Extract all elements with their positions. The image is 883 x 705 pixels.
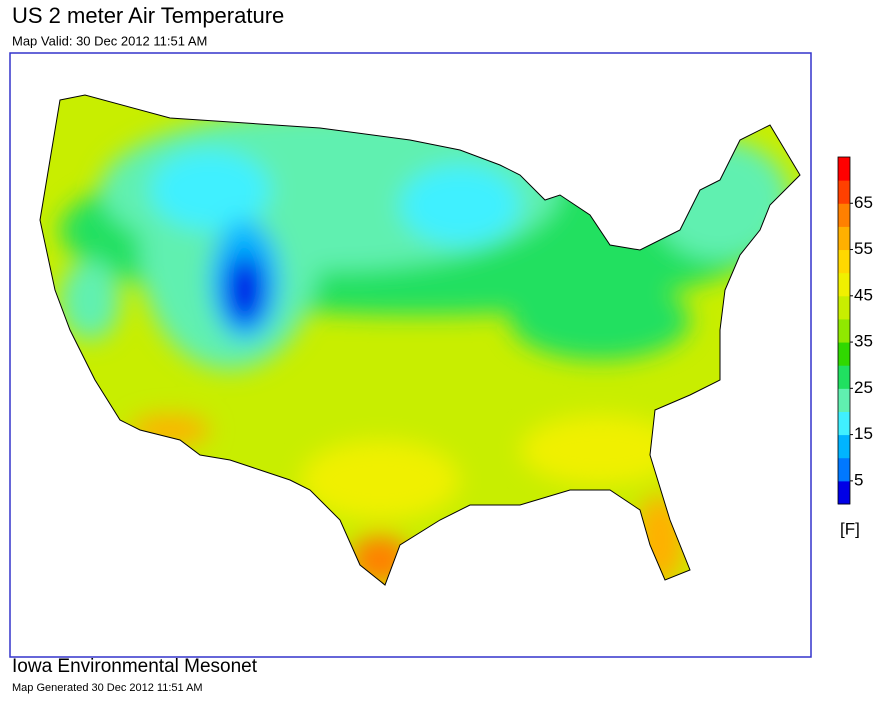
- footer-title: Iowa Environmental Mesonet: [12, 656, 258, 677]
- colorbar-unit: [F]: [840, 519, 860, 538]
- colorbar: 5 15 25 35 45 55 65: [837, 156, 873, 505]
- colorbar-swatch: [838, 295, 850, 320]
- colorbar-tick-label: 65: [854, 193, 873, 212]
- colorbar-swatch: [838, 411, 850, 436]
- colorbar-swatch: [838, 457, 850, 482]
- colorbar-swatch: [838, 318, 850, 343]
- colorbar-swatch: [838, 249, 850, 274]
- colorbar-swatch: [838, 388, 850, 412]
- colorbar-tick-label: 35: [854, 332, 873, 351]
- colorbar-swatch: [838, 157, 850, 181]
- colorbar-swatch: [838, 226, 850, 251]
- title: US 2 meter Air Temperature: [12, 3, 284, 28]
- footer-subtitle: Map Generated 30 Dec 2012 11:51 AM: [12, 682, 203, 694]
- temperature-field: [40, 95, 800, 585]
- colorbar-tick-label: 5: [854, 470, 863, 489]
- colorbar-swatch: [838, 203, 850, 227]
- map-frame: [9, 52, 812, 658]
- subtitle: Map Valid: 30 Dec 2012 11:51 AM: [12, 33, 207, 48]
- colorbar-swatch: [838, 342, 850, 366]
- colorbar-tick-label: 55: [854, 239, 873, 258]
- colorbar-swatch: [838, 434, 850, 459]
- colorbar-swatch: [838, 365, 850, 389]
- colorbar-tick-label: 25: [854, 378, 873, 397]
- us-outline: [39, 94, 801, 586]
- colorbar-swatch: [838, 272, 850, 297]
- colorbar-border: [837, 156, 851, 505]
- colorbar-tick-label: 45: [854, 285, 873, 304]
- colorbar-tick-label: 15: [854, 424, 873, 443]
- colorbar-swatch: [838, 480, 850, 505]
- colorbar-swatch: [838, 180, 850, 204]
